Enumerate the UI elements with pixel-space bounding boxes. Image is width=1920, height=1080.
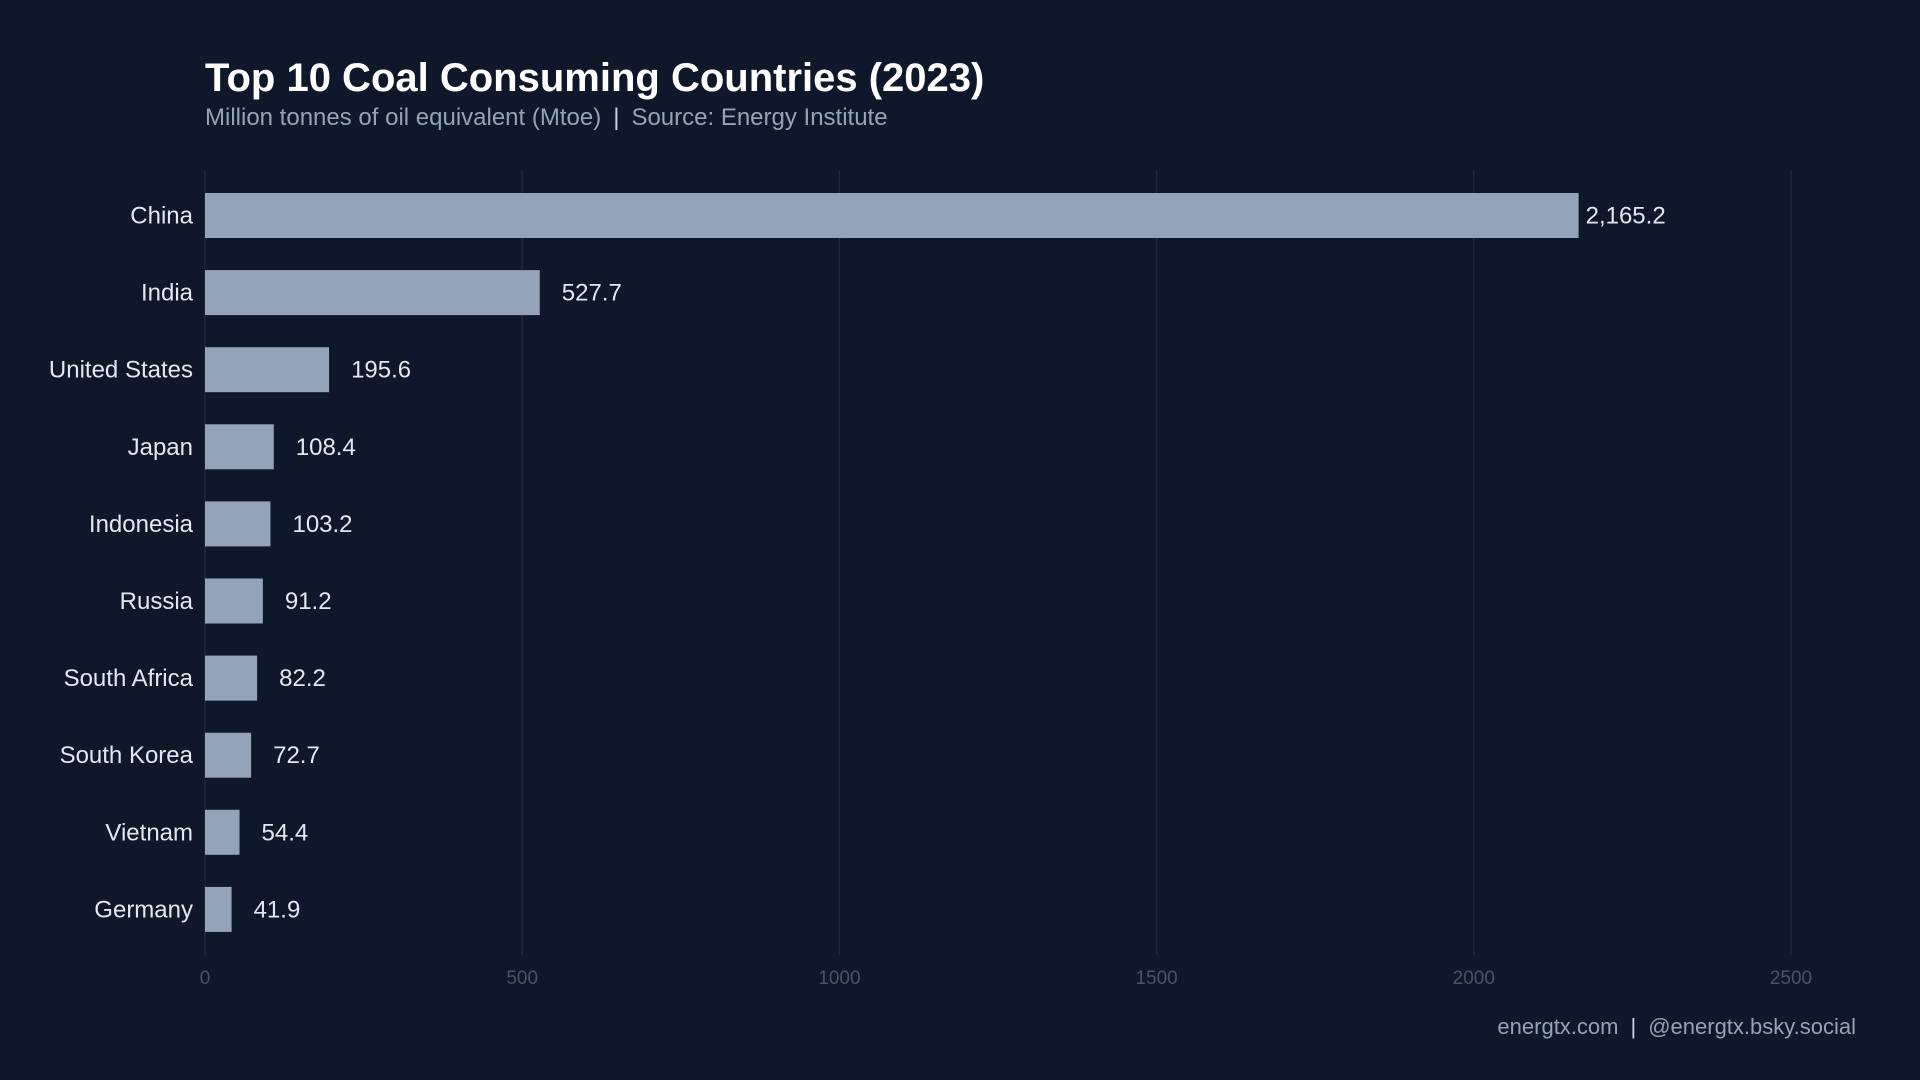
bar-germany	[205, 886, 232, 932]
x-tick-label: 1500	[1135, 968, 1177, 989]
y-tick-label: Russia	[120, 588, 194, 615]
footer: energtx.com | @energtx.bsky.social	[1497, 1014, 1856, 1040]
bar-vietnam	[205, 809, 240, 855]
separator: |	[1630, 1014, 1637, 1039]
x-tick-label: 2500	[1770, 968, 1812, 989]
subtitle-source: Source: Energy Institute	[631, 104, 888, 131]
bar-united-states	[205, 347, 330, 393]
bar-japan	[205, 424, 274, 470]
y-tick-label: South Korea	[60, 742, 194, 769]
data-label: 54.4	[262, 819, 309, 846]
x-tick-label: 0	[200, 968, 211, 989]
footer-social: @energtx.bsky.social	[1648, 1014, 1856, 1039]
x-tick-label: 2000	[1453, 968, 1495, 989]
footer-site: energtx.com	[1497, 1014, 1619, 1039]
data-label: 527.7	[562, 280, 622, 307]
bar-south-korea	[205, 732, 252, 778]
data-label: 103.2	[292, 511, 352, 538]
chart-title: Top 10 Coal Consuming Countries (2023)	[205, 56, 985, 100]
x-tick-label: 500	[506, 968, 538, 989]
chart-subtitle: Million tonnes of oil equivalent (Mtoe) |…	[205, 104, 888, 132]
bar-india	[205, 270, 540, 316]
data-label: 41.9	[254, 896, 301, 923]
bar-south-africa	[205, 655, 258, 701]
subtitle-units: Million tonnes of oil equivalent (Mtoe)	[205, 104, 602, 131]
data-label: 91.2	[285, 588, 332, 615]
x-tick-label: 1000	[818, 968, 860, 989]
data-label: 72.7	[273, 742, 320, 769]
y-tick-label: Indonesia	[89, 511, 194, 538]
y-tick-label: Vietnam	[105, 819, 193, 846]
separator: |	[613, 104, 620, 131]
bar-indonesia	[205, 501, 271, 547]
data-label: 108.4	[296, 434, 356, 461]
y-tick-label: United States	[49, 357, 193, 384]
y-tick-label: South Africa	[64, 665, 194, 692]
bar-china	[205, 193, 1579, 238]
y-tick-label: China	[130, 203, 193, 230]
data-label: 195.6	[351, 357, 411, 384]
y-tick-label: India	[141, 280, 194, 307]
bar-russia	[205, 578, 263, 624]
data-label: 82.2	[279, 665, 326, 692]
data-label: 2,165.2	[1586, 203, 1666, 230]
y-tick-label: Germany	[94, 896, 193, 923]
y-tick-label: Japan	[128, 434, 193, 461]
